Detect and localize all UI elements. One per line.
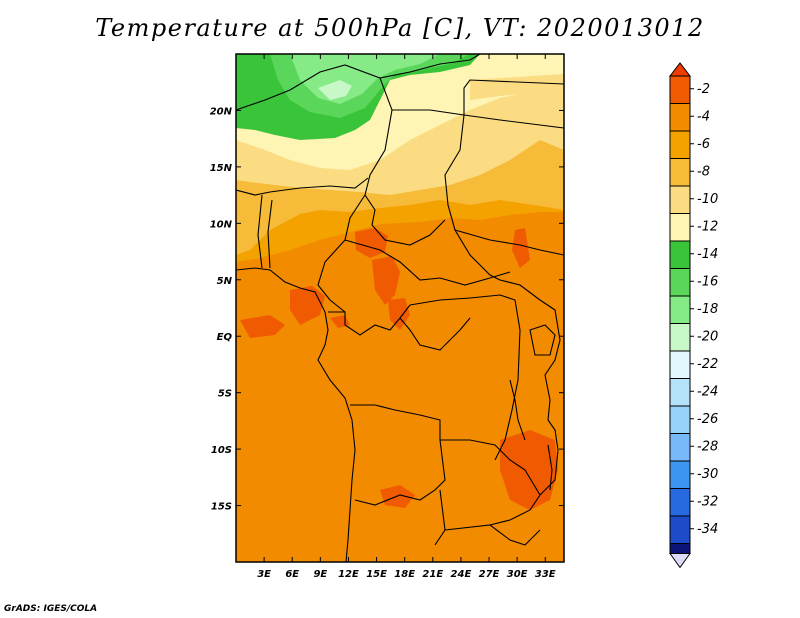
lake-victoria [529,324,556,356]
field-band-minus4 [236,212,564,562]
colorbar-label: -34 [697,522,718,537]
lon-tick-label: 15E [366,569,387,580]
colorbar-label: -30 [697,467,718,482]
colorbar-swatch [669,240,691,269]
colorbar-swatch [669,350,691,379]
border-sudan [463,114,564,129]
border-namibia-botswana [434,489,541,546]
colorbar-label: -32 [697,494,718,509]
border-gabon-congo [328,304,411,336]
lon-tick-label: 21E [422,569,443,580]
lat-tick-label: 20N [210,106,233,117]
colorbar-bottom-swatch [669,543,691,554]
border-chad-east [444,114,501,281]
colorbar-swatch [669,103,691,132]
colorbar-swatch [669,405,691,434]
field-band-minus20 [318,80,352,100]
lon-tick-label: 6E [285,569,299,580]
map-axes: 3E 6E 9E 12E 15E 18E 21E 24E 27E 30E 33E 20N 15N 10N 5… [210,54,564,580]
border-angola [350,404,446,506]
colorbar-label: -18 [697,302,718,317]
lon-tick-label: 9E [313,569,327,580]
colorbar-label: -8 [697,164,710,179]
colorbar-label: -24 [697,384,718,399]
congo-river [399,317,471,351]
colorbar-bottom-triangle [669,553,691,569]
border-car [344,239,511,286]
lon-tick-label: 24E [451,569,472,580]
border-east-africa [499,279,561,421]
colorbar-label: -22 [697,357,718,372]
lat-tick-label: 15N [210,163,233,174]
border-nigeria [236,177,369,196]
lon-tick-label: 27E [479,569,500,580]
border-north [236,54,481,111]
colorbar-label: -2 [697,82,710,97]
colorbar-swatch [669,488,691,517]
lake-malawi [547,444,553,491]
lat-tick-label: EQ [217,332,233,343]
border-zambia [440,439,541,526]
map-frame [235,53,565,563]
colorbar-label: -12 [697,219,718,234]
colorbar-label: -6 [697,137,710,152]
colorbar-label: -10 [697,192,718,207]
lon-tick-label: 3E [257,569,271,580]
lat-tick-label: 5S [218,389,232,400]
border-cameroon [317,194,366,313]
country-borders [236,54,564,562]
lat-tick-label: 5N [217,276,233,287]
colorbar-top-triangle [668,62,692,77]
colorbar: -2 -4 -6 -8 -10 -12 -14 -16 -18 -20 -22 -24 -26 -28 -3… [668,62,718,569]
colorbar-swatch [669,378,691,407]
colorbar-swatch [669,158,691,187]
colorbar-swatch [669,130,691,159]
colorbar-label: -26 [697,412,718,427]
lon-tick-label: 18E [394,569,415,580]
coastline-west-africa [236,267,356,562]
colorbar-label: -28 [697,439,718,454]
lon-tick-label: 33E [535,569,556,580]
colorbar-swatch [669,213,691,242]
border-south-sudan [454,229,564,256]
credit-label: GrADS: IGES/COLA [4,604,98,614]
colorbar-swatch [669,460,691,489]
colorbar-swatch [669,515,691,544]
field-band-minus2 [240,228,558,510]
lon-tick-label: 30E [507,569,528,580]
lat-tick-label: 10N [210,219,233,230]
lake-tanganyika [509,379,526,441]
chart-title: Temperature at 500hPa [C], VT: 202001301… [95,14,705,42]
colorbar-label: -4 [697,109,710,124]
temperature-field [236,54,564,562]
border-niger-chad [364,109,446,246]
colorbar-label: -14 [697,247,718,262]
lon-tick-label: 12E [338,569,359,580]
colorbar-swatch [669,185,691,214]
colorbar-swatch [669,323,691,352]
colorbar-swatch [669,433,691,462]
colorbar-swatch [669,75,691,104]
colorbar-swatch [669,295,691,324]
lat-tick-label: 10S [211,445,232,456]
colorbar-label: -16 [697,274,718,289]
lat-tick-label: 15S [211,502,232,513]
border-drc [409,294,521,461]
border-benin-togo [257,194,273,269]
colorbar-swatch [669,268,691,297]
colorbar-label: -20 [697,329,718,344]
